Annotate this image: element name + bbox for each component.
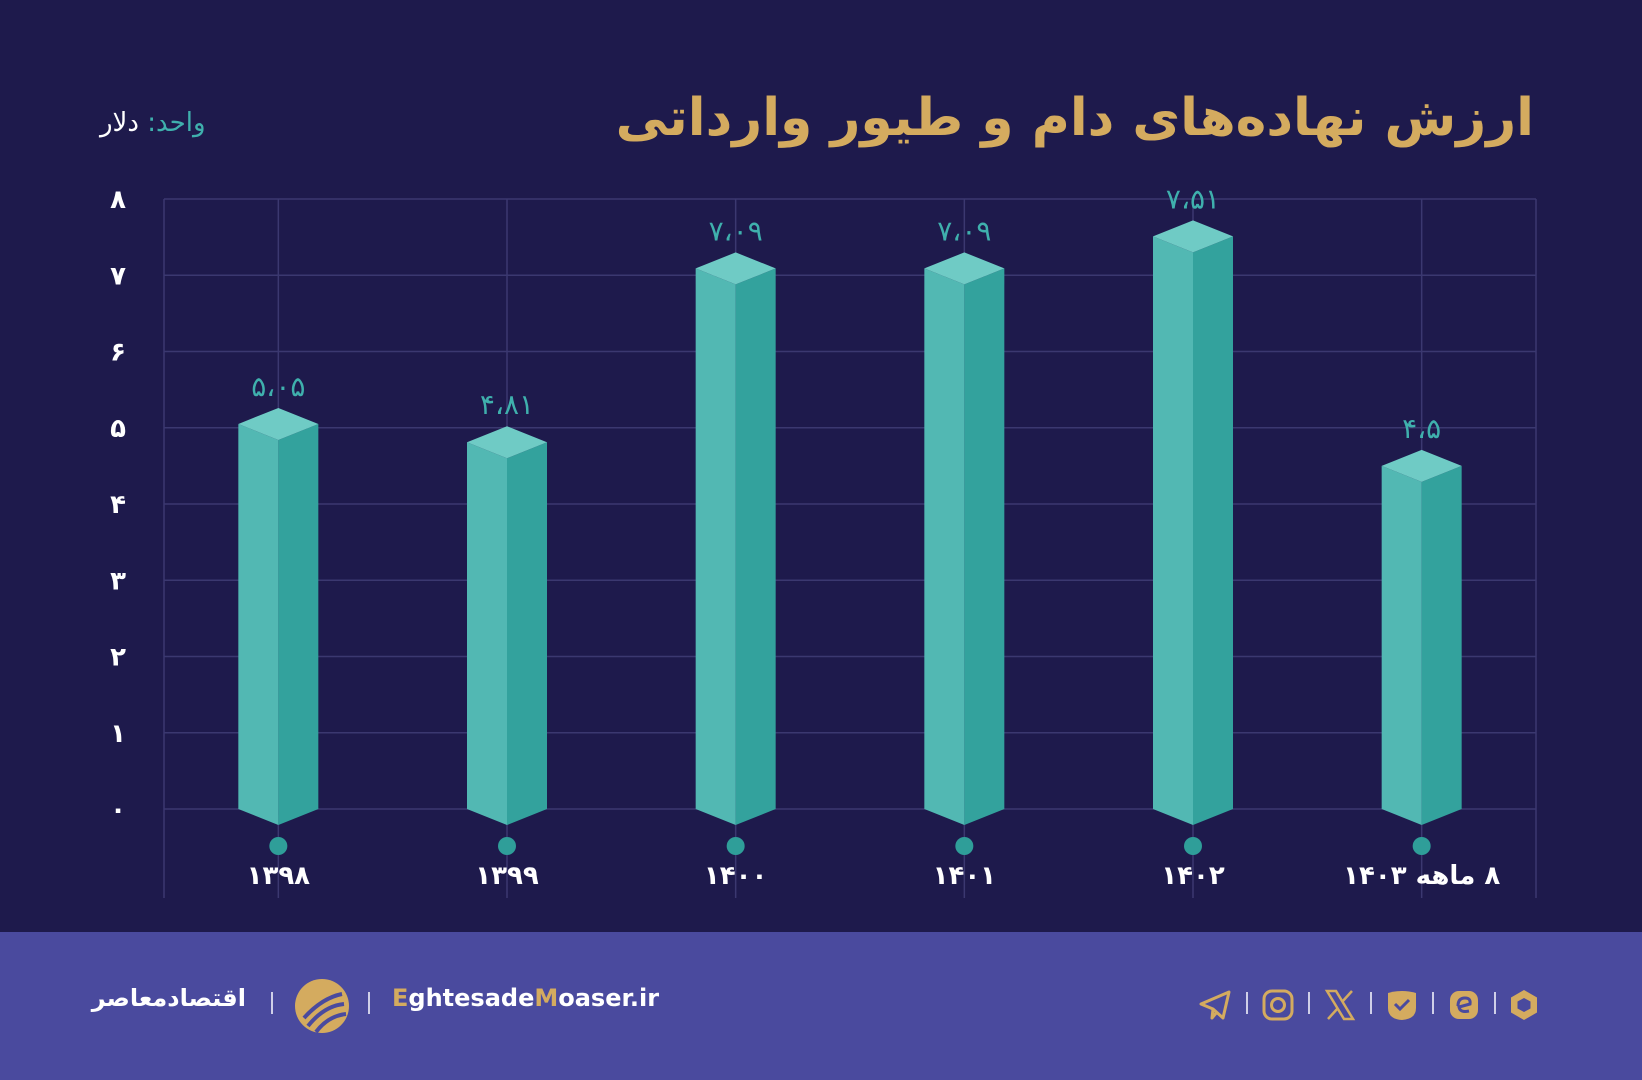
data-label: ۵،۰۵ [251,370,305,403]
bar-chart: ۰ ۱ ۲ ۳ ۴ ۵ ۶ ۷ ۸ ۵،۰۵ ۱۳۹۸ ۴،۸۱ ۱۳۹۹ ۷،۰۹ ۱۴۰۰ ۷،۰۹ ۱۴۰… [110,182,1537,898]
bale-icon[interactable] [1507,988,1541,1022]
bar-front [238,423,279,825]
y-tick-label: ۷ [110,261,126,291]
bar-side [1421,465,1462,825]
unit-label: واحد: دلار [100,108,206,138]
bar-top [924,252,1005,285]
x-tick-label: ۱۳۹۹ [475,861,539,891]
bar-side [1193,236,1233,826]
unit-value: دلار [100,108,139,138]
data-label: ۷،۰۹ [937,214,991,247]
bar-side [735,268,776,825]
footer: اقتصادمعاصر EghtesadeMoaser.ir [0,932,1642,1080]
bar-front [1381,465,1422,825]
bar-front [695,268,736,825]
data-label: ۷،۵۱ [1166,182,1220,215]
divider [1308,992,1310,1014]
y-tick-label: ۴ [110,490,126,520]
data-label: ۴،۸۱ [480,388,534,421]
bar-top [1153,220,1233,253]
divider [1246,992,1248,1014]
category-dot [269,837,288,855]
rubika-icon[interactable] [1447,988,1481,1022]
category-dot [498,837,516,855]
divider [1494,992,1496,1014]
bar-side [964,268,1005,825]
chart-title: ارزش نهاده‌های دام و طیور وارداتی [615,88,1534,148]
bar-top [1381,449,1462,482]
bar-top [467,426,547,459]
bar-front [1153,236,1193,826]
category-dot [955,837,974,855]
bar-front [924,268,965,825]
y-tick-label: ۵ [110,414,126,444]
x-tick-label: ۱۴۰۰ [704,861,767,891]
x-tick-label: ۱۴۰۱ [933,861,996,891]
x-tick-label: ۱۴۰۲ [1161,861,1225,891]
brand-logo [295,979,349,1034]
y-tick-label: ۶ [110,338,126,368]
category-dot [1412,837,1431,855]
y-tick-label: ۲ [110,643,126,673]
category-dot [1184,837,1202,855]
bar-side [507,442,547,825]
data-label: ۴،۵ [1402,412,1441,445]
bar-side [278,423,319,825]
y-tick-label: ۱ [110,719,126,749]
divider [271,992,273,1014]
x-tick-label: ۸ ماهه ۱۴۰۳ [1343,861,1500,891]
x-tick-label: ۱۳۹۸ [247,861,311,891]
bar-top [695,252,776,285]
y-tick-label: ۸ [110,185,126,215]
y-tick-label: ۳ [110,566,126,596]
category-dot [726,837,745,855]
divider [1370,992,1372,1014]
unit-key: واحد: [147,108,206,138]
bar-front [467,442,507,825]
divider [1432,992,1434,1014]
instagram-icon[interactable] [1261,988,1295,1022]
y-tick-label: ۰ [110,795,126,825]
telegram-icon[interactable] [1198,988,1232,1022]
divider [368,992,370,1014]
data-label: ۷،۰۹ [709,214,763,247]
bar-top [238,407,319,440]
eitaa-icon[interactable] [1385,988,1419,1022]
website-link[interactable]: EghtesadeMoaser.ir [392,984,660,1012]
x-icon[interactable] [1323,988,1357,1022]
brand-name: اقتصادمعاصر [91,984,246,1012]
